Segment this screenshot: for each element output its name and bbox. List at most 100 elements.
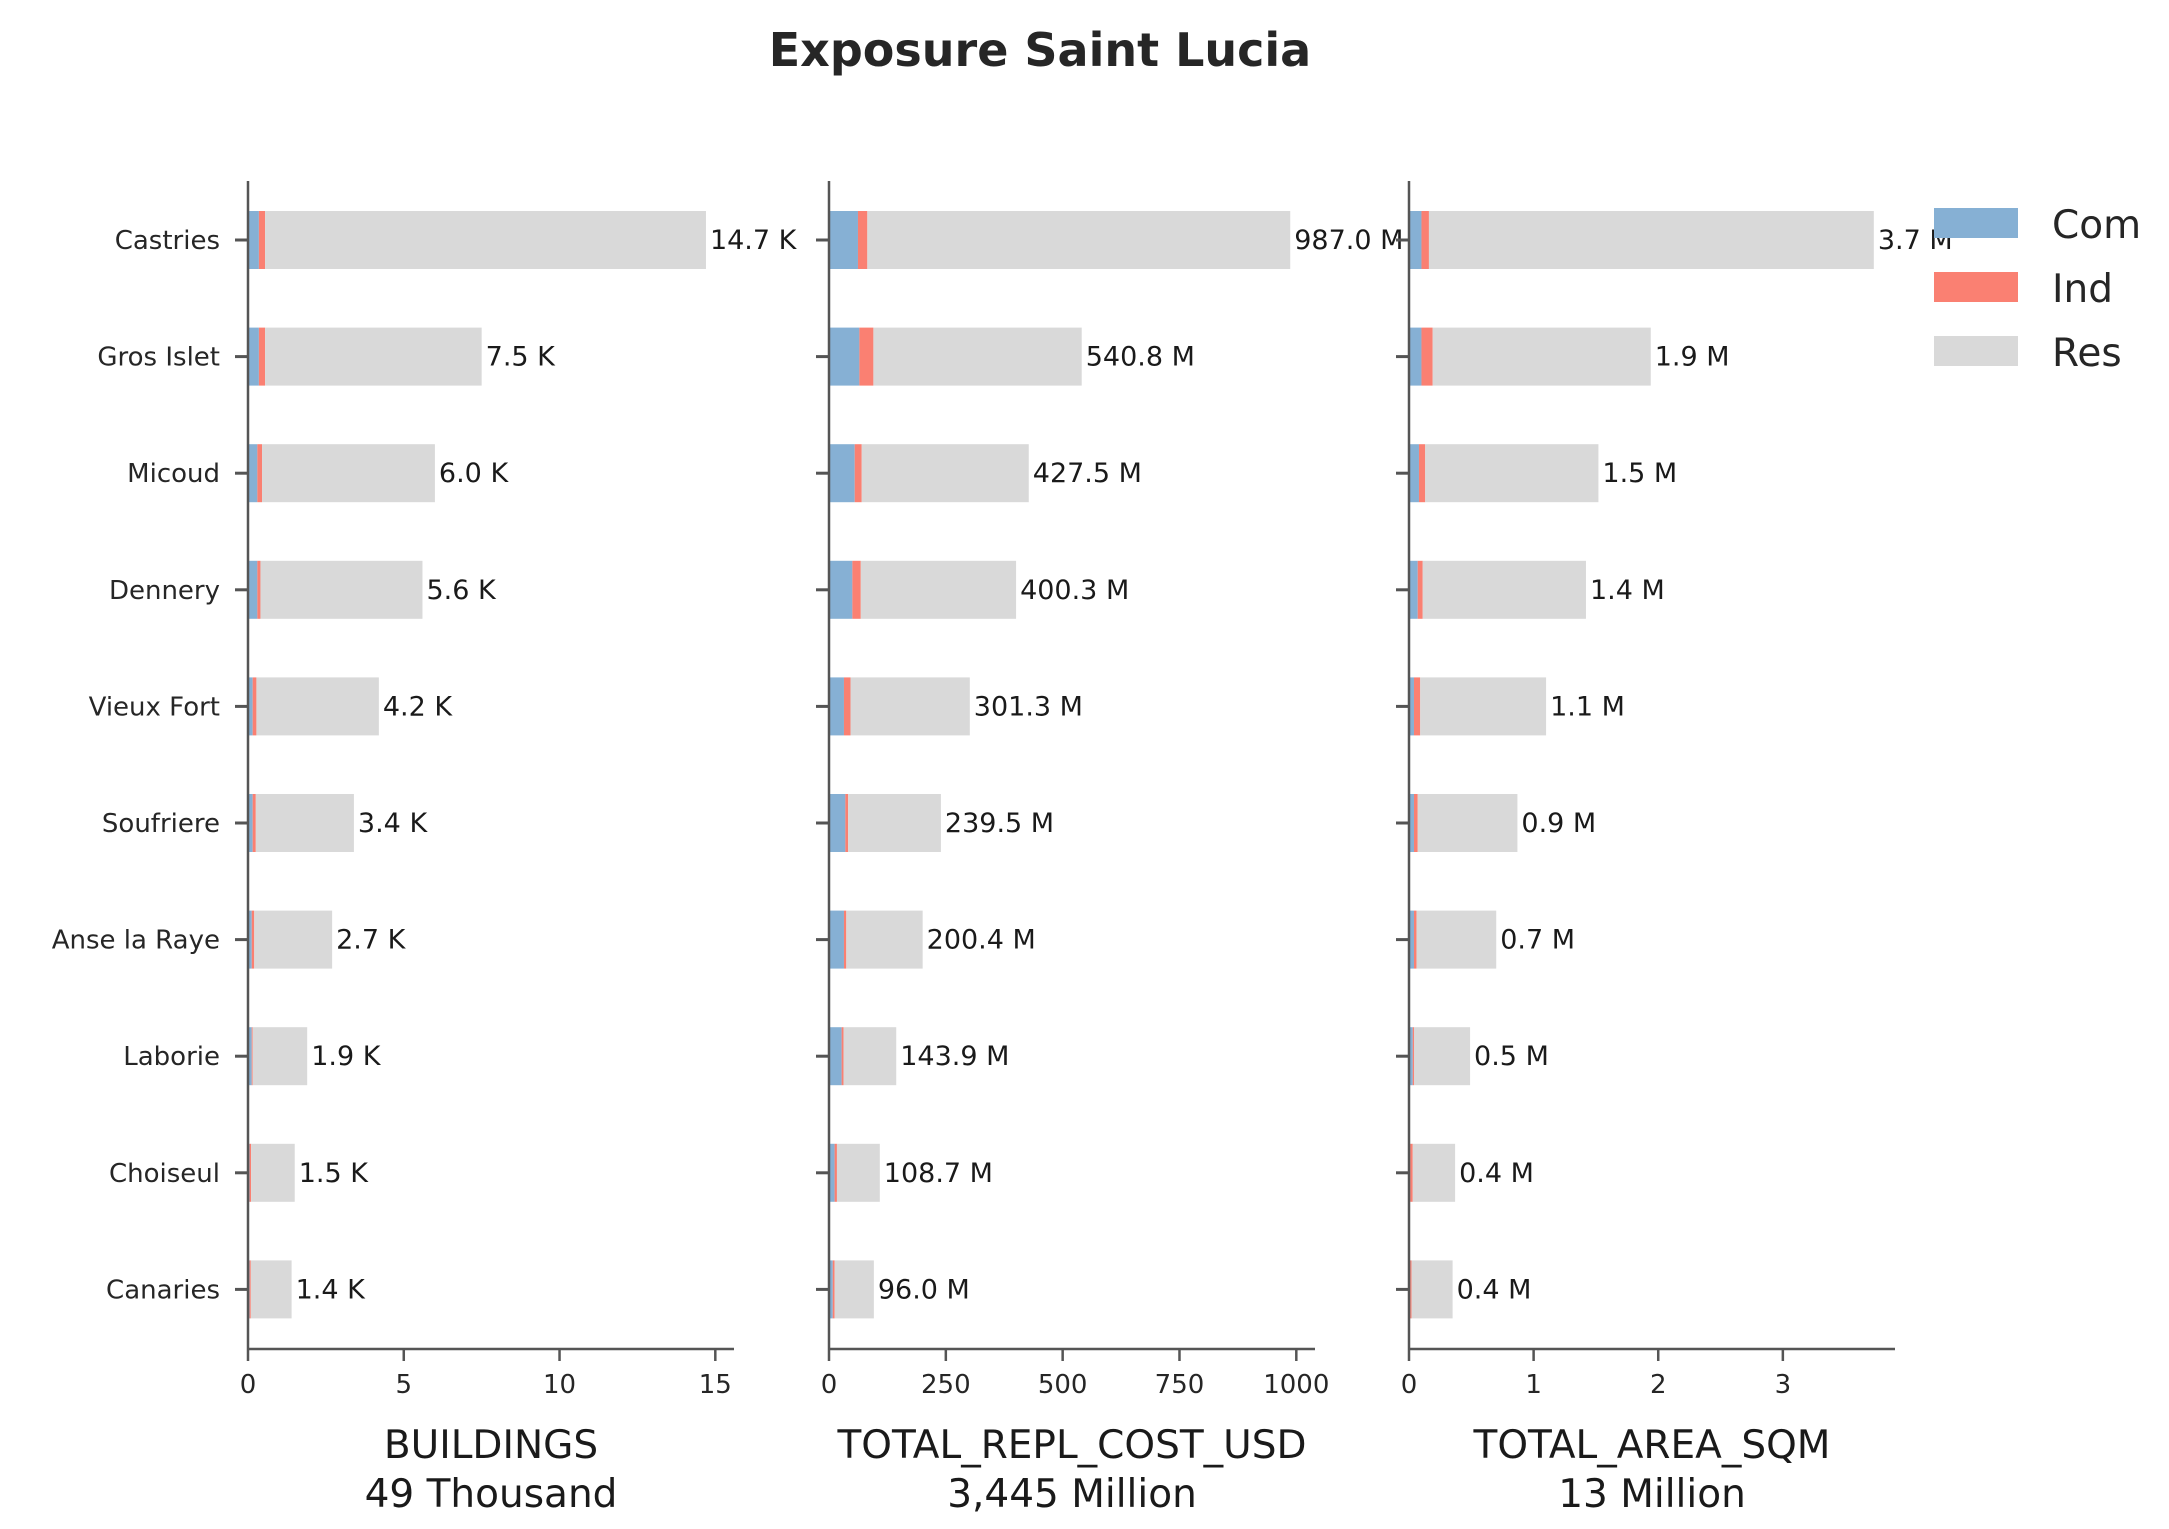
bar-res [251,1143,295,1202]
bar-res [252,1027,308,1086]
bar-com [1409,677,1414,736]
data-label: 0.7 M [1500,925,1575,956]
panels: 14.7 K Castries 7.5 K Gros Islet 6.0 K Micoud… [52,181,1953,1517]
bar-ind [249,1260,251,1319]
bar-com [1409,1027,1413,1086]
x-tick-label: 15 [699,1370,732,1400]
x-tick-label: 0 [821,1370,838,1400]
bar-res [850,677,970,736]
x-tick-label: 1000 [1263,1370,1329,1400]
bar-res [1428,211,1874,269]
bar-com [1409,794,1414,852]
bar-ind [843,677,851,736]
bar-ind [845,794,849,852]
bar-ind [852,560,861,619]
category-label: Choiseul [109,1159,220,1189]
data-label: 14.7 K [710,225,798,256]
bar-res [1413,1027,1471,1086]
bar-res [860,560,1017,619]
data-label: 0.4 M [1459,1158,1534,1189]
bar-com [1409,910,1414,969]
bar-ind [857,211,868,269]
bar-ind [1413,677,1421,736]
bar-ind [252,794,256,852]
legend-label-ind: Ind [2052,267,2113,312]
bar-ind [859,327,874,386]
bar-ind [1413,910,1417,969]
data-label: 5.6 K [426,575,497,606]
x-tick-label: 5 [395,1370,412,1400]
data-label: 1.5 M [1602,458,1677,489]
data-label: 0.9 M [1521,808,1596,839]
x-tick-label: 1 [1525,1370,1542,1400]
bar-ind [1410,1260,1412,1319]
bar-res [834,1260,874,1319]
bar-com [248,444,258,503]
category-label: Anse la Raye [52,926,220,956]
data-label: 6.0 K [439,458,510,489]
bar-ind [252,677,257,736]
x-tick-label: 250 [921,1370,971,1400]
bar-res [873,327,1082,386]
bar-res [256,677,379,736]
bar-ind [258,211,266,269]
bar-res [836,1143,880,1202]
legend-swatch-com [1934,208,2018,238]
bar-ind [258,327,266,386]
category-label: Canaries [106,1275,220,1305]
legend-label-com: Com [2052,203,2141,248]
bar-res [1425,444,1599,503]
data-label: 540.8 M [1086,342,1195,373]
bar-res [260,560,423,619]
bar-res [250,1260,292,1319]
bar-ind [1418,444,1426,503]
x-tick-label: 10 [543,1370,576,1400]
bar-res [265,327,482,386]
bar-ind [249,1143,252,1202]
bar-res [848,794,941,852]
category-label: Soufriere [102,809,220,839]
bar-com [248,327,259,386]
bar-ind [1417,560,1423,619]
x-axis-total: 3,445 Million [947,1472,1197,1517]
x-tick-label: 2 [1650,1370,1667,1400]
bar-res [255,794,354,852]
category-label: Castries [115,226,220,256]
data-label: 2.7 K [336,925,407,956]
x-tick-label: 500 [1038,1370,1088,1400]
bar-ind [832,1260,835,1319]
bar-com [829,444,855,503]
bar-com [248,677,253,736]
data-label: 239.5 M [945,808,1054,839]
bar-ind [1413,794,1418,852]
category-label: Micoud [127,459,220,489]
bar-com [829,1143,835,1202]
bar-ind [854,444,862,503]
bar-res [843,1027,897,1086]
legend-swatch-ind [1934,272,2018,302]
chart-title: Exposure Saint Lucia [769,23,1311,77]
bar-res [1411,1260,1453,1319]
panel-3: 3.7 M1.9 M1.5 M1.4 M1.1 M0.9 M0.7 M0.5 M… [1396,181,1953,1517]
bar-com [248,560,258,619]
data-label: 7.5 K [486,342,557,373]
bar-com [248,211,259,269]
bar-com [829,794,846,852]
bar-res [254,910,333,969]
bar-res [1432,327,1651,386]
bar-com [1409,444,1419,503]
bar-com [829,1260,833,1319]
bar-res [1420,677,1547,736]
bar-ind [257,444,263,503]
bar-com [248,910,252,969]
x-axis-total: 13 Million [1558,1472,1746,1517]
data-label: 3.4 K [358,808,429,839]
data-label: 96.0 M [878,1274,970,1305]
legend: Com Ind Res [1934,203,2141,376]
bar-res [1412,1143,1456,1202]
bar-com [829,910,844,969]
bar-ind [257,560,261,619]
bar-res [861,444,1029,503]
bar-res [265,211,706,269]
